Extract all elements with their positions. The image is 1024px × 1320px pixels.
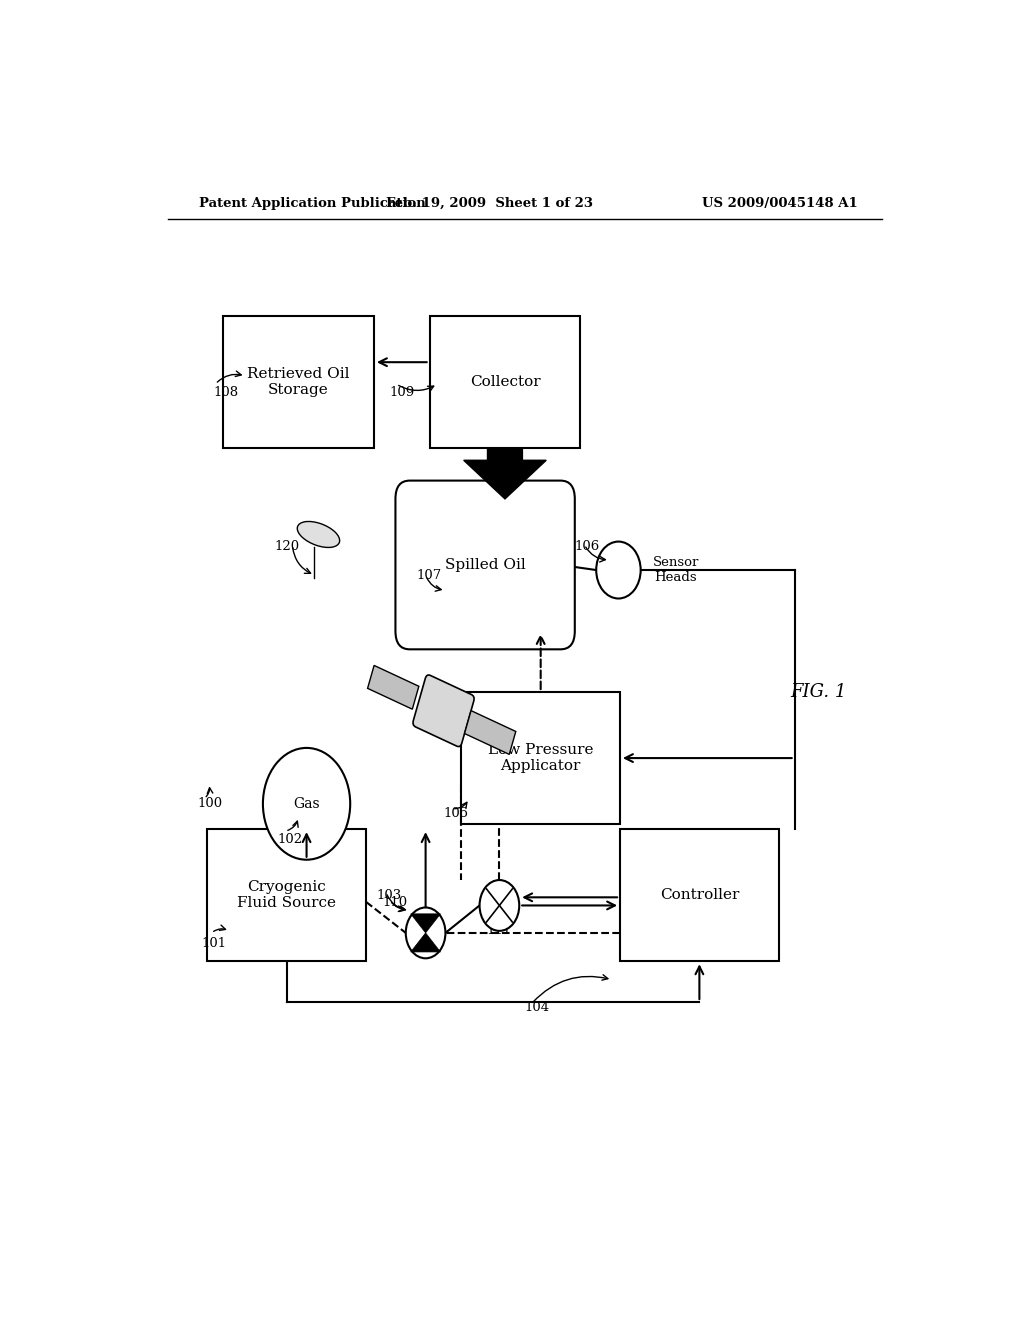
- Text: 105: 105: [443, 808, 469, 821]
- Circle shape: [406, 907, 445, 958]
- Text: 108: 108: [214, 385, 239, 399]
- Text: Gas: Gas: [293, 797, 319, 810]
- Bar: [223, 315, 374, 447]
- Bar: [368, 665, 419, 709]
- Polygon shape: [411, 913, 440, 933]
- Circle shape: [596, 541, 641, 598]
- Bar: [207, 829, 367, 961]
- Circle shape: [263, 748, 350, 859]
- Text: 110: 110: [382, 896, 408, 909]
- Text: Feb. 19, 2009  Sheet 1 of 23: Feb. 19, 2009 Sheet 1 of 23: [386, 197, 593, 210]
- Text: 106: 106: [574, 540, 600, 553]
- Bar: [620, 829, 778, 961]
- Circle shape: [479, 880, 519, 931]
- Text: 102: 102: [278, 833, 302, 846]
- Bar: [461, 692, 621, 824]
- Text: Cryogenic
Fluid Source: Cryogenic Fluid Source: [238, 880, 336, 911]
- Ellipse shape: [297, 521, 340, 548]
- Text: Spilled Oil: Spilled Oil: [444, 558, 525, 572]
- Text: Patent Application Publication: Patent Application Publication: [200, 197, 426, 210]
- Text: Collector: Collector: [470, 375, 541, 389]
- Text: 103: 103: [377, 888, 401, 902]
- Text: 104: 104: [524, 1001, 550, 1014]
- Text: 109: 109: [390, 385, 415, 399]
- Text: 100: 100: [197, 797, 222, 810]
- Bar: [430, 315, 581, 447]
- FancyBboxPatch shape: [413, 675, 474, 747]
- Text: Controller: Controller: [659, 888, 739, 903]
- Text: 101: 101: [201, 937, 226, 949]
- Text: US 2009/0045148 A1: US 2009/0045148 A1: [702, 197, 858, 210]
- Text: Low Pressure
Applicator: Low Pressure Applicator: [487, 743, 594, 774]
- Polygon shape: [411, 933, 440, 952]
- Text: 111: 111: [486, 924, 512, 937]
- Text: 120: 120: [274, 540, 300, 553]
- Text: Sensor
Heads: Sensor Heads: [652, 556, 699, 583]
- FancyBboxPatch shape: [395, 480, 574, 649]
- Text: Retrieved Oil
Storage: Retrieved Oil Storage: [248, 367, 350, 397]
- Bar: [465, 710, 516, 755]
- Text: 107: 107: [416, 569, 441, 582]
- Text: FIG. 1: FIG. 1: [791, 682, 847, 701]
- FancyArrow shape: [464, 447, 546, 499]
